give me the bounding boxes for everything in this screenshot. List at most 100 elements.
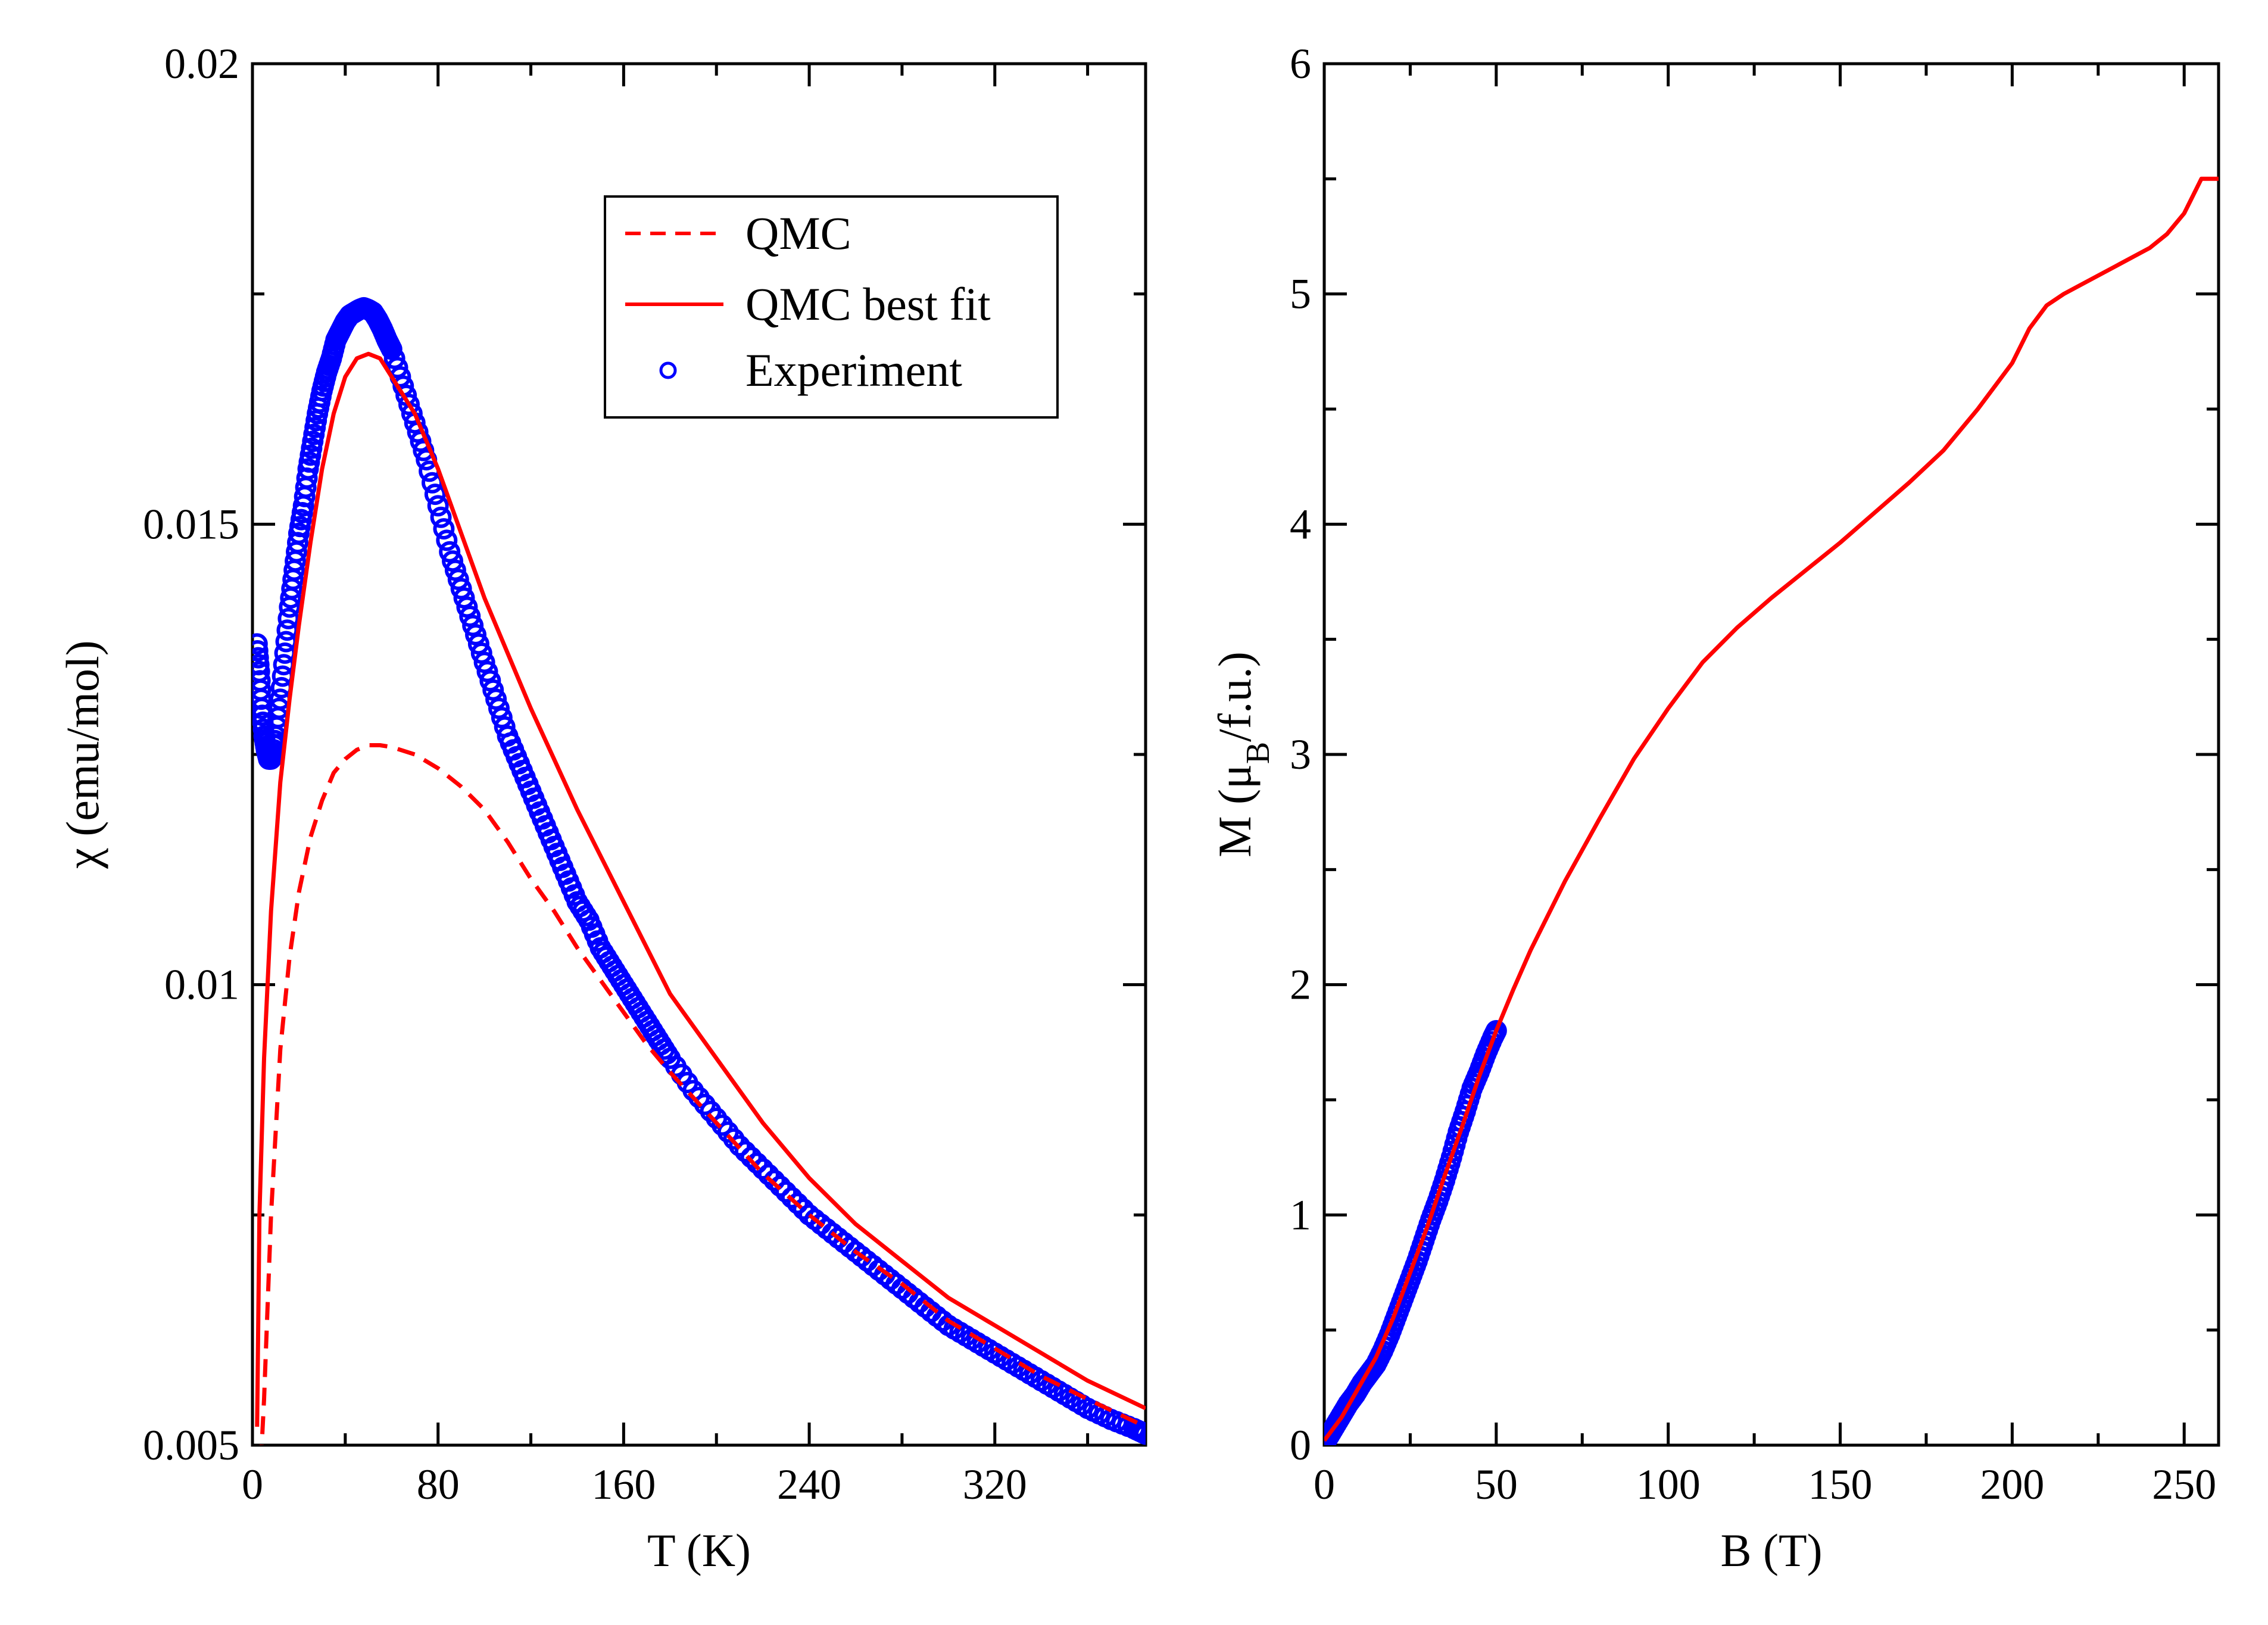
left-y-tick-labels: 0.005 0.01 0.015 0.02	[143, 40, 239, 1469]
x-tick-label: 0	[242, 1461, 263, 1508]
legend-label-qmc: QMC	[745, 207, 851, 259]
susceptibility-chart: 0 80 160 240 320 0.005 0.01 0.015 0.02 T (K) χ …	[57, 40, 1147, 1576]
y-tick-label: 0	[1290, 1421, 1311, 1469]
x-tick-label: 160	[591, 1461, 656, 1508]
y-tick-label: 1	[1290, 1191, 1311, 1239]
data-point	[383, 347, 405, 369]
left-x-axis-title: T (K)	[647, 1524, 751, 1576]
legend-label-experiment: Experiment	[745, 344, 962, 396]
data-point	[277, 607, 300, 629]
right-minor-ticks	[1324, 64, 2219, 1445]
data-point	[491, 707, 513, 729]
data-point	[787, 1193, 809, 1214]
legend-label-qmc-best-fit: QMC best fit	[745, 278, 991, 330]
data-point	[398, 394, 420, 416]
data-point	[395, 384, 417, 406]
y-tick-label: 0.015	[143, 500, 239, 548]
data-point	[482, 679, 504, 701]
data-point	[442, 550, 464, 572]
data-point	[473, 651, 495, 673]
right-y-axis-title-prefix: M (μ	[1209, 764, 1261, 857]
left-series-clip	[252, 297, 1146, 1445]
data-point	[252, 640, 269, 662]
data-point	[459, 606, 481, 627]
data-point	[436, 529, 458, 551]
data-point	[386, 357, 408, 379]
right-major-ticks	[1322, 62, 2219, 1447]
data-point	[470, 642, 492, 664]
legend: QMC QMC best fit Experiment	[604, 195, 1059, 419]
x-tick-label: 0	[1314, 1461, 1335, 1508]
y-tick-label: 3	[1290, 731, 1311, 778]
series-qmc	[260, 743, 1146, 1445]
right-x-axis-title: B (T)	[1720, 1524, 1822, 1576]
right-y-axis-title-subscript: B	[1240, 742, 1277, 764]
x-tick-label: 150	[1808, 1461, 1873, 1508]
data-point	[752, 1158, 774, 1180]
magnetization-chart: 0 50 100 150 200 250 0 1 2 3 4 5 6 B (T) M (μB/f.u.…	[1209, 40, 2220, 1576]
data-point	[763, 1169, 785, 1192]
y-tick-label: 5	[1290, 270, 1311, 318]
data-point	[444, 559, 466, 581]
data-point	[746, 1152, 768, 1174]
data-point	[479, 670, 501, 692]
series-experiment	[252, 297, 1146, 1445]
y-tick-label: 0.005	[143, 1421, 239, 1469]
data-point	[476, 660, 498, 682]
left-x-tick-labels: 0 80 160 240 320	[242, 1461, 1027, 1508]
data-point	[485, 688, 507, 710]
y-tick-label: 0.02	[164, 40, 239, 88]
x-tick-label: 80	[417, 1461, 460, 1508]
x-tick-label: 200	[1980, 1461, 2044, 1508]
data-point	[252, 647, 269, 669]
right-series	[1324, 176, 2219, 1445]
right-x-tick-labels: 0 50 100 150 200 250	[1314, 1461, 2216, 1508]
y-tick-label: 0.01	[164, 961, 239, 1009]
data-point	[740, 1146, 762, 1168]
x-tick-label: 250	[2152, 1461, 2216, 1508]
y-tick-label: 2	[1290, 961, 1311, 1009]
data-point	[450, 578, 472, 600]
x-tick-label: 100	[1636, 1461, 1701, 1508]
data-point	[433, 518, 455, 540]
data-point	[424, 484, 446, 506]
data-point	[729, 1135, 751, 1157]
left-series	[252, 297, 1146, 1445]
data-point	[1485, 1020, 1507, 1041]
legend-marker-experiment	[659, 361, 677, 379]
x-tick-label: 240	[777, 1461, 841, 1508]
data-point	[453, 587, 475, 609]
data-point	[462, 615, 484, 637]
data-point	[769, 1175, 791, 1197]
left-major-ticks	[251, 62, 1146, 1447]
right-y-axis-title: M (μB/f.u.)	[1209, 651, 1277, 857]
data-point	[465, 623, 486, 645]
series-model	[1324, 176, 2219, 1442]
data-point	[775, 1181, 797, 1203]
right-plot-frame	[1322, 62, 2220, 1447]
data-point	[252, 633, 268, 655]
left-y-axis-title: χ (emu/mol)	[57, 640, 108, 869]
data-point	[488, 697, 510, 719]
right-series-clip	[1324, 176, 2219, 1445]
data-point	[447, 569, 469, 591]
data-point	[781, 1187, 803, 1209]
x-tick-label: 320	[963, 1461, 1027, 1508]
y-tick-label: 6	[1290, 40, 1311, 88]
data-point	[456, 596, 478, 618]
right-y-axis-title-suffix: /f.u.)	[1209, 651, 1261, 742]
data-point	[430, 506, 452, 528]
data-point	[401, 403, 423, 425]
data-point	[439, 541, 461, 563]
data-point	[757, 1164, 779, 1186]
data-point	[734, 1141, 756, 1162]
x-tick-label: 50	[1475, 1461, 1518, 1508]
data-point	[380, 338, 403, 360]
right-y-tick-labels: 0 1 2 3 4 5 6	[1290, 40, 1311, 1469]
data-point	[1135, 1423, 1146, 1445]
y-tick-label: 4	[1290, 500, 1311, 548]
data-point	[427, 495, 449, 517]
data-point	[467, 633, 489, 655]
series-qmc_best_fit	[255, 351, 1146, 1427]
